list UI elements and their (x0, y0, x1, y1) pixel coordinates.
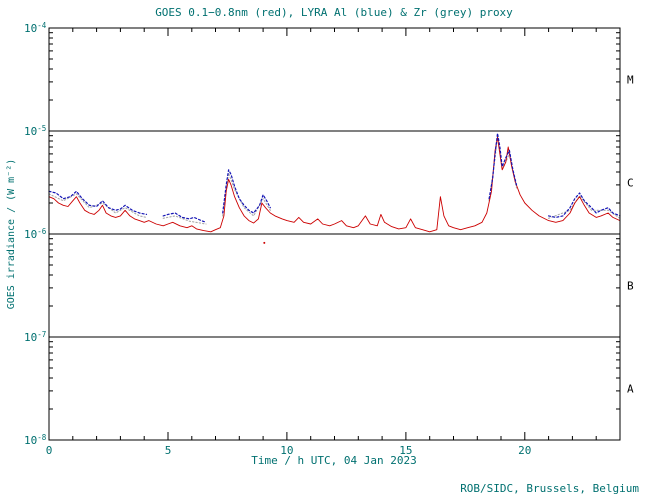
svg-text:C: C (627, 177, 634, 190)
series-layer (48, 132, 621, 244)
goes-0-1-0-8nm-series (48, 136, 621, 244)
svg-text:20: 20 (518, 444, 531, 457)
chart-title: GOES 0.1−0.8nm (red), LYRA Al (blue) & Z… (155, 6, 513, 19)
x-axis-label: Time / h UTC, 04 Jan 2023 (251, 454, 417, 467)
credit-text: ROB/SIDC, Brussels, Belgium (460, 482, 639, 495)
y-axis-label: GOES irradiance / (W m⁻²) (6, 159, 17, 310)
svg-text:10: 10 (280, 444, 293, 457)
svg-text:A: A (627, 383, 634, 396)
flare-class-threshold-lines (49, 130, 620, 338)
svg-text:0: 0 (46, 444, 53, 457)
axis-ticks (48, 27, 621, 441)
svg-text:M: M (627, 74, 634, 87)
flare-class-labels: M C B A (627, 74, 634, 396)
svg-text:15: 15 (399, 444, 412, 457)
lyra-al-series (48, 132, 621, 223)
svg-text:B: B (627, 280, 634, 293)
svg-text:5: 5 (165, 444, 172, 457)
